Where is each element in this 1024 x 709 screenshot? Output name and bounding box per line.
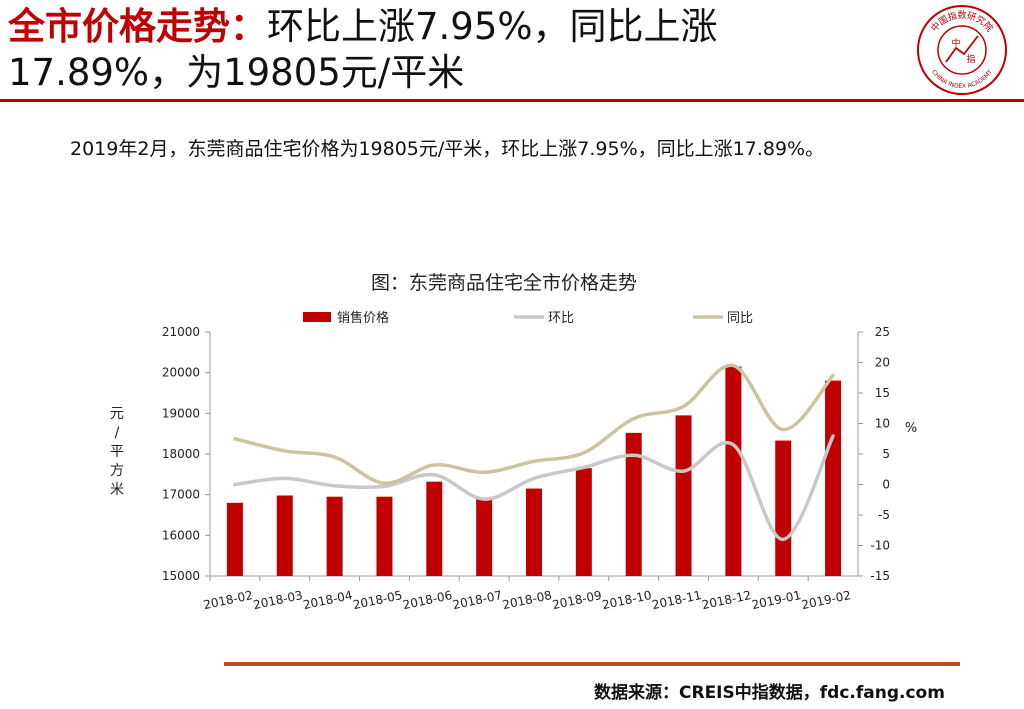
bar <box>725 366 742 576</box>
legend-label: 同比 <box>727 311 753 326</box>
x-tick-label: 2019-01 <box>750 588 802 612</box>
left-tick-label: 16000 <box>162 528 200 542</box>
svg-text:中: 中 <box>951 37 960 49</box>
left-axis-label-char: 米 <box>110 482 124 498</box>
series-line-yoy <box>233 363 835 486</box>
title-highlight: 全市价格走势： <box>8 5 267 48</box>
right-axis-label: % <box>905 421 917 436</box>
x-tick-label: 2018-02 <box>202 588 254 612</box>
x-tick-label: 2018-03 <box>252 588 304 612</box>
right-tick-label: -15 <box>870 569 890 583</box>
left-axis-label-char: 平 <box>110 444 124 460</box>
right-tick-label: 0 <box>882 478 890 492</box>
legend-swatch <box>303 312 331 322</box>
bar <box>675 415 692 576</box>
left-tick-label: 19000 <box>162 406 200 420</box>
title-divider <box>0 99 1024 102</box>
summary-text: 2019年2月，东莞商品住宅价格为19805元/平米，环比上涨7.95%，同比上… <box>70 138 825 160</box>
right-tick-label: 25 <box>875 325 890 339</box>
bar <box>825 380 842 576</box>
right-tick-label: 5 <box>882 447 890 461</box>
left-axis-label-char: / <box>115 425 120 441</box>
x-tick-label: 2018-08 <box>501 588 553 612</box>
bar <box>625 432 642 576</box>
x-tick-label: 2018-10 <box>601 588 653 612</box>
bar <box>276 495 293 576</box>
svg-text:指: 指 <box>966 53 975 65</box>
right-tick-label: 20 <box>875 356 890 370</box>
x-tick-label: 2019-02 <box>800 588 852 612</box>
x-tick-label: 2018-06 <box>401 588 453 612</box>
footer-divider <box>224 662 960 666</box>
bar <box>376 496 393 576</box>
right-tick-label: 10 <box>875 417 890 431</box>
chart-title: 图：东莞商品住宅全市价格走势 <box>371 272 638 294</box>
x-tick-label: 2018-07 <box>451 588 503 612</box>
left-tick-label: 20000 <box>162 366 200 380</box>
right-tick-label: 15 <box>875 386 890 400</box>
data-source: 数据来源：CREIS中指数据，fdc.fang.com <box>594 683 945 703</box>
bar <box>326 496 343 576</box>
bar <box>575 468 592 576</box>
bar <box>226 502 243 576</box>
x-tick-label: 2018-04 <box>302 588 354 612</box>
title-line-2: 17.89%，为19805元/平米 <box>8 51 465 94</box>
left-tick-label: 15000 <box>162 569 200 583</box>
left-tick-label: 18000 <box>162 447 200 461</box>
x-tick-label: 2018-11 <box>651 588 703 612</box>
series-line-mom <box>233 434 835 542</box>
left-axis-label-char: 元 <box>110 406 124 422</box>
bar <box>775 440 792 576</box>
china-index-academy-logo: 中国指数研究院 CHINA INDEX ACADEMY 中 指 <box>917 5 1007 95</box>
legend-label: 销售价格 <box>337 310 389 326</box>
page-title: 全市价格走势：环比上涨7.95%，同比上涨 17.89%，为19805元/平米 <box>8 4 908 96</box>
legend-label: 环比 <box>548 311 574 326</box>
bar <box>526 488 542 576</box>
right-tick-label: -10 <box>870 539 890 553</box>
x-tick-label: 2018-09 <box>551 588 603 612</box>
left-tick-label: 21000 <box>162 325 200 339</box>
x-tick-label: 2018-05 <box>352 588 404 612</box>
left-tick-label: 17000 <box>162 488 200 502</box>
right-tick-label: -5 <box>878 508 890 522</box>
x-tick-label: 2018-12 <box>701 588 753 612</box>
bar <box>426 481 443 576</box>
left-axis-label-char: 方 <box>110 463 124 479</box>
title-rest: 环比上涨7.95%，同比上涨 <box>267 5 718 48</box>
bar <box>476 497 493 576</box>
